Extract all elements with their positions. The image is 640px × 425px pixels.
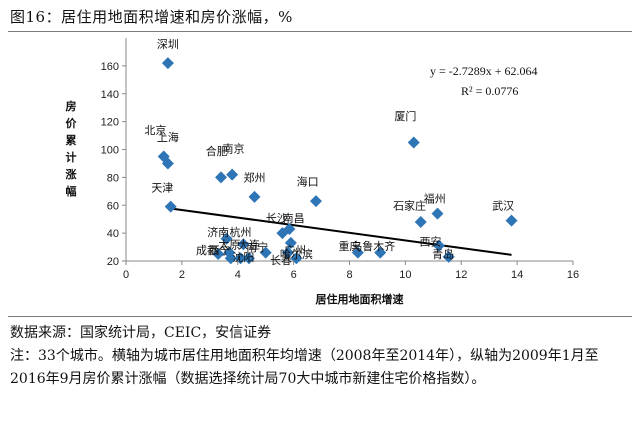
data-point-哈尔滨 [290, 252, 303, 265]
x-tick-label: 14 [511, 269, 523, 281]
y-axis-title: 房价累计涨幅 [66, 99, 78, 198]
point-label: 成都 [196, 244, 218, 257]
data-point-乌鲁木齐 [374, 246, 387, 259]
point-label: 南宁 [246, 240, 268, 254]
trendline-group [167, 207, 512, 256]
y-tick-label: 20 [107, 256, 119, 268]
point-label: 广州 [284, 244, 306, 257]
point-label: 海口 [297, 175, 319, 189]
point-label: 济南 [207, 225, 229, 239]
data-point-青岛 [442, 250, 455, 263]
x-tick-label: 12 [455, 269, 467, 281]
point-label: 深圳 [157, 38, 179, 51]
data-point-重庆 [351, 246, 364, 259]
data-point-武汉 [505, 214, 518, 227]
data-points [157, 57, 518, 265]
regression-equation: y = -2.7289x + 62.064 [430, 64, 538, 78]
data-point-南宁 [259, 246, 272, 259]
x-tick-label: 16 [567, 269, 579, 281]
scatter-chart: 20 40 60 80 100 120 140 160 0 2 4 6 8 10 12 14 16 居住用地面积增… [66, 38, 580, 306]
data-point-长春 [282, 246, 295, 259]
data-point-西安 [432, 239, 445, 252]
point-label: 乌鲁木齐 [351, 239, 395, 253]
point-label: 重庆 [339, 239, 361, 253]
x-tick-label: 0 [123, 269, 129, 281]
point-label: 北京 [144, 123, 166, 137]
point-label: 沈阳 [232, 250, 254, 264]
data-point-上海 [161, 157, 174, 170]
y-tick-label: 100 [101, 145, 119, 157]
x-tick-label: 6 [291, 269, 297, 281]
x-tick-label: 8 [346, 269, 352, 281]
data-point-深圳 [161, 57, 174, 70]
point-label: 青岛 [432, 247, 454, 261]
point-label: 西宁 [209, 243, 231, 257]
data-point-福州 [431, 207, 444, 220]
y-tick-label: 160 [101, 61, 119, 73]
data-point-沈阳 [234, 252, 247, 265]
point-label: 厦门 [394, 109, 416, 123]
data-point-郑州 [248, 190, 261, 203]
x-tick-label: 2 [179, 269, 185, 281]
data-point-太原 [223, 246, 236, 259]
data-point-济南 [220, 232, 233, 245]
data-point-南京 [226, 168, 239, 181]
point-label: 上海 [157, 130, 179, 144]
data-point-天津 [164, 200, 177, 213]
r-squared: R² = 0.0776 [461, 84, 518, 98]
point-label: 石家庄 [393, 198, 426, 212]
figure-title: 图16：居住用地面积增速和房价涨幅，% [10, 8, 293, 26]
data-point-南昌 [283, 222, 296, 235]
annotations: y = -2.7289x + 62.064 R² = 0.0776 [430, 64, 538, 98]
data-point-大连 [242, 252, 255, 265]
y-tick-label: 140 [101, 89, 119, 101]
point-label: 南京 [223, 141, 245, 155]
data-point-西宁 [224, 252, 237, 265]
point-label: 长春 [270, 254, 292, 267]
data-point-海口 [309, 195, 322, 208]
y-tick-label: 60 [107, 200, 119, 212]
x-tick-label: 4 [235, 269, 241, 281]
top-rule [8, 31, 632, 32]
point-label: 福州 [424, 191, 446, 205]
point-label: 南昌 [283, 212, 305, 225]
point-label: 太原 [218, 238, 240, 251]
point-label: 大连 [238, 237, 260, 251]
y-tick-label: 40 [107, 228, 119, 240]
axes: 20 40 60 80 100 120 140 160 0 2 4 6 8 10 12 14 16 居住用地面积增… [66, 38, 579, 306]
point-label: 郑州 [244, 171, 266, 185]
point-label: 长沙 [266, 212, 288, 225]
point-label: 武汉 [492, 199, 514, 212]
source-text: 数据来源：国家统计局，CEIC，安信证券 [10, 325, 272, 341]
point-label: 哈尔滨 [280, 247, 313, 261]
point-label: 天津 [151, 181, 173, 194]
point-label: 杭州 [230, 225, 252, 239]
data-point-厦门 [407, 136, 420, 149]
point-label: 合肥 [206, 144, 228, 158]
x-axis-title: 居住用地面积增速 [316, 292, 404, 306]
data-point-石家庄 [414, 215, 427, 228]
data-point-广州 [284, 236, 297, 249]
x-tick-label: 10 [399, 269, 411, 281]
trendline [167, 207, 512, 256]
data-point-杭州 [237, 238, 250, 251]
point-label: 西安 [420, 235, 442, 249]
y-tick-label: 120 [101, 117, 119, 129]
data-point-成都 [212, 248, 225, 261]
bottom-rule [8, 316, 632, 317]
y-tick-label: 80 [107, 172, 119, 184]
data-point-合肥 [214, 171, 227, 184]
note-text: 注：33个城市。横轴为城市居住用地面积年均增速（2008年至2014年），纵轴为… [10, 348, 599, 387]
